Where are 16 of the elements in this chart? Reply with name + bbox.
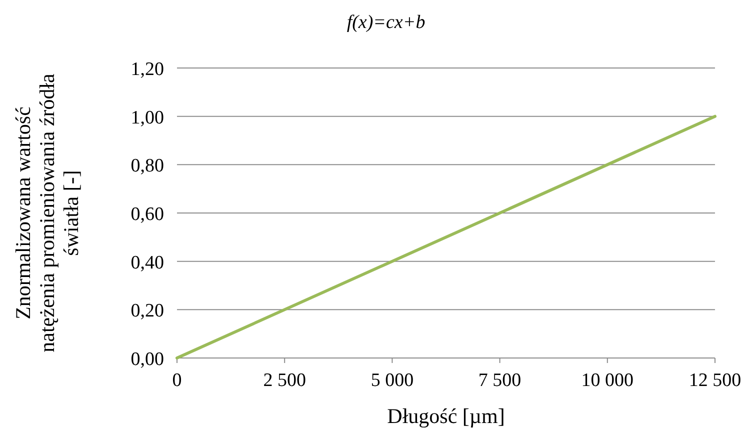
- x-tick-label: 2 500: [263, 370, 306, 391]
- y-tick-label: 0,20: [130, 300, 164, 322]
- x-tick-label: 0: [172, 370, 182, 391]
- y-tick-label: 0,00: [130, 349, 164, 370]
- y-tick-label: 1,00: [130, 107, 164, 128]
- y-tick-label: 0,80: [130, 156, 164, 177]
- y-tick-label: 1,20: [130, 59, 164, 80]
- y-tick-label: 0,40: [130, 252, 164, 274]
- y-tick-label: 0,60: [130, 204, 164, 225]
- x-tick-label: 10 000: [581, 370, 634, 391]
- chart-title: f(x)=cx+b: [346, 12, 426, 33]
- x-tick-label: 7 500: [478, 370, 522, 391]
- x-tick-label: 12 500: [688, 370, 742, 391]
- y-axis-title: Znormalizowana wartość natężenia promieniowania źródła światła [-]: [11, 72, 83, 352]
- x-tick-label: 5 000: [370, 370, 414, 391]
- x-axis-title: Długość [µm]: [387, 404, 505, 428]
